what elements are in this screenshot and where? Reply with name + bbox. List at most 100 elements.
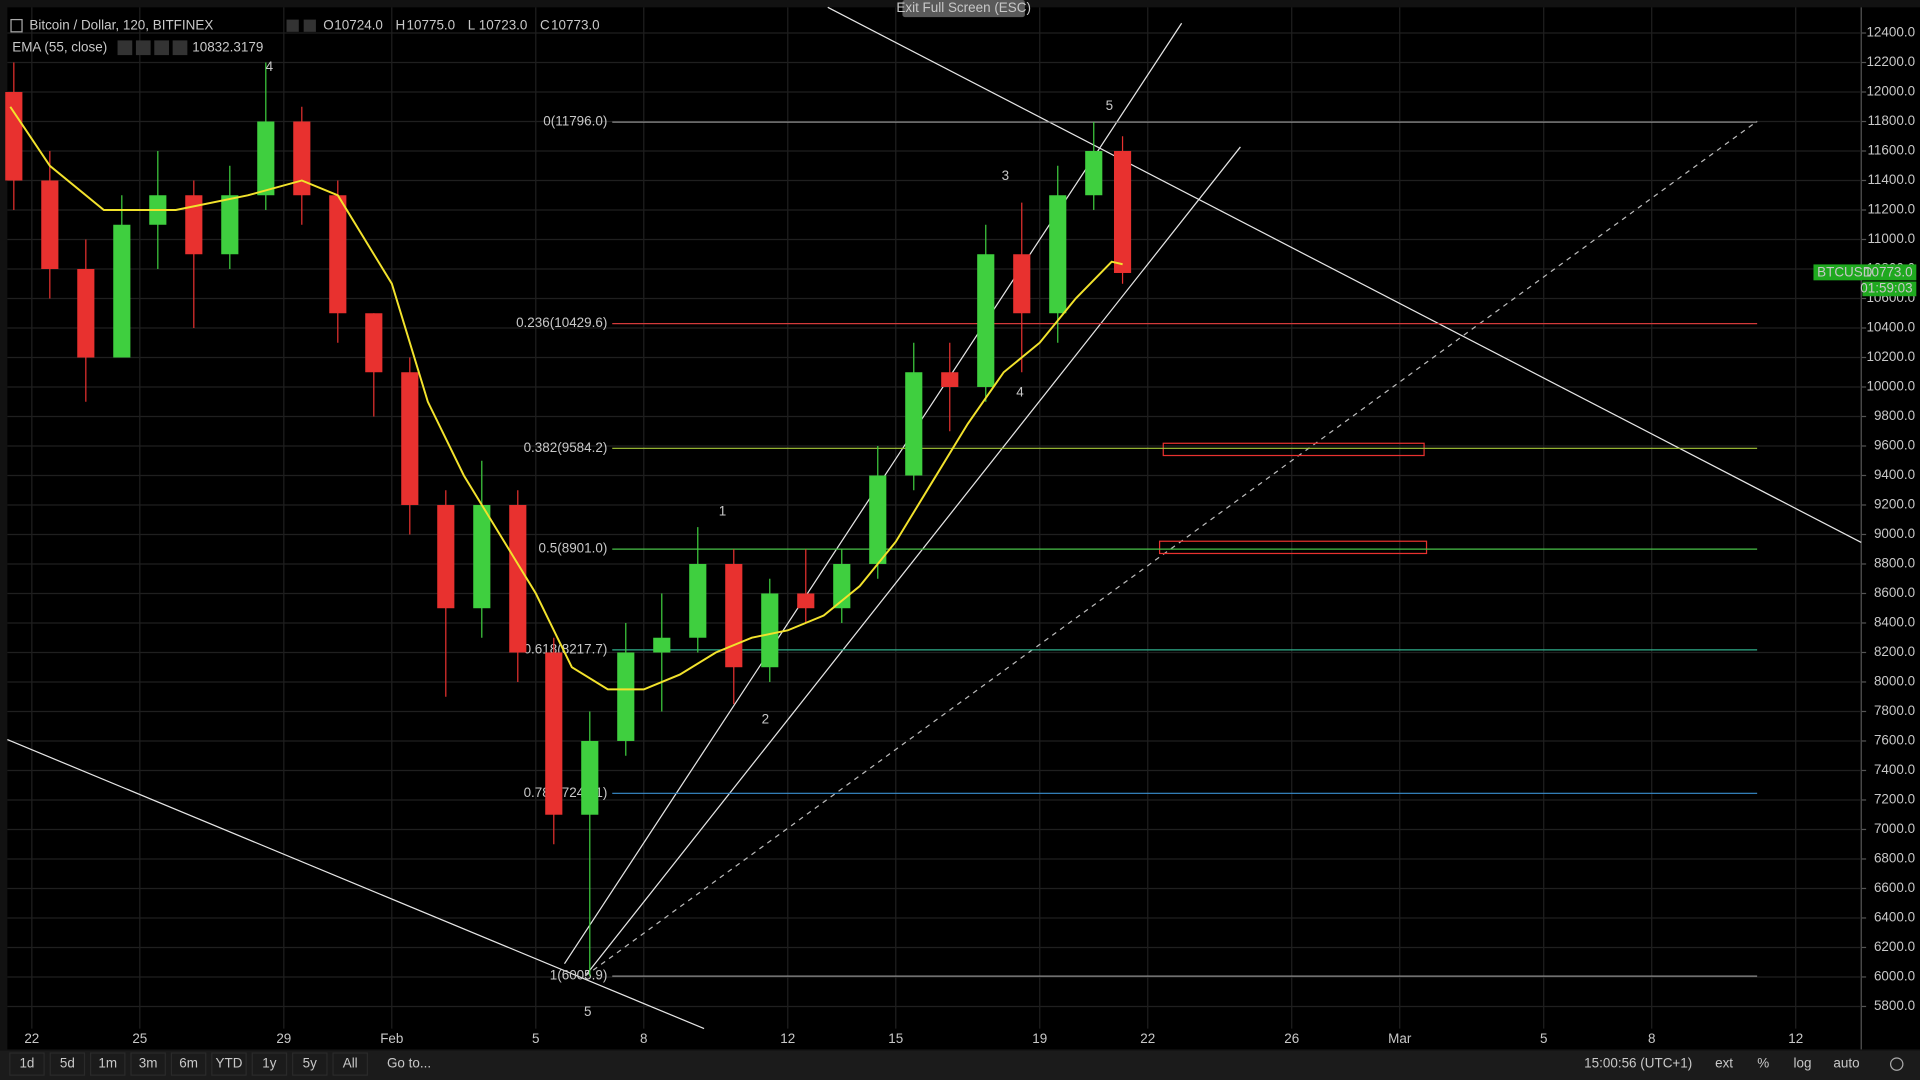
x-tick-label: Mar: [1388, 1031, 1412, 1046]
option-button[interactable]: ext: [1715, 1056, 1733, 1071]
wave-labels: 4 5 1 2 3 4 5: [266, 59, 1113, 1019]
indicator-value: 10832.3179: [192, 39, 263, 54]
icon[interactable]: [117, 40, 133, 56]
countdown: 01:59:03: [1860, 280, 1912, 295]
ohlc-key: L: [468, 17, 476, 32]
candle-body: [473, 504, 491, 609]
range-button-label: 5d: [60, 1056, 75, 1071]
icon[interactable]: [286, 19, 299, 32]
range-button[interactable]: [130, 1052, 166, 1076]
ohlc-key: C: [540, 17, 550, 32]
y-tick-label: 11600.0: [1867, 143, 1915, 158]
candle-body: [113, 224, 131, 358]
y-tick-label: 9800.0: [1874, 408, 1915, 423]
candle-body: [1085, 151, 1103, 196]
y-tick-label: 10000.0: [1866, 379, 1915, 394]
icon[interactable]: [172, 40, 188, 56]
price-tag-value: 10773.0: [1864, 265, 1913, 280]
option-button[interactable]: log: [1793, 1056, 1811, 1071]
indicator-name: EMA (55, close): [12, 39, 107, 54]
candle-body: [941, 372, 959, 387]
candle-body: [185, 195, 203, 255]
range-button-label: All: [343, 1056, 358, 1071]
price-tag-symbol: BTCUSD: [1817, 265, 1873, 280]
candle-body: [77, 269, 95, 358]
x-tick-label: 5: [1540, 1031, 1547, 1046]
y-tick-label: 8600.0: [1874, 585, 1915, 600]
range-button[interactable]: [211, 1052, 247, 1076]
wave-label: 5: [1106, 98, 1113, 113]
fibonacci: 0(11796.0) 0.236(10429.6) 0.382(9584.2) 0.5…: [516, 114, 1758, 983]
range-button[interactable]: [170, 1052, 207, 1076]
range-button[interactable]: [332, 1052, 368, 1076]
trend-line: [827, 6, 1862, 543]
y-tick-label: 11000.0: [1867, 231, 1915, 246]
candle-body: [617, 652, 635, 741]
range-button-label: 5y: [303, 1056, 317, 1071]
fib-label: 0.382(9584.2): [524, 440, 608, 455]
range-button-label: 1d: [19, 1056, 34, 1071]
icon[interactable]: [135, 40, 151, 56]
candle-body: [293, 121, 311, 196]
y-tick-label: 12000.0: [1866, 84, 1915, 99]
candle-body: [1113, 151, 1132, 273]
y-tick-label: 8800.0: [1874, 556, 1915, 571]
x-tick-label: Feb: [380, 1031, 403, 1046]
range-button[interactable]: [292, 1052, 328, 1076]
y-tick-label: 6000.0: [1874, 969, 1915, 984]
y-tick-label: 11400.0: [1867, 172, 1915, 187]
range-button-label: YTD: [216, 1056, 243, 1071]
x-tick-label: 8: [640, 1031, 647, 1046]
settings-icon[interactable]: [1890, 1057, 1904, 1071]
countdown-bg: [1862, 281, 1917, 297]
range-button-label: 1m: [98, 1056, 117, 1071]
candle-body: [545, 652, 563, 815]
wave-label: 1: [719, 503, 726, 518]
y-tick-label: 10400.0: [1866, 320, 1915, 335]
fib-label: 1(6005.9): [550, 968, 608, 983]
y-tick-label: 6400.0: [1874, 910, 1915, 925]
x-tick-label: 29: [276, 1031, 291, 1046]
candle-body: [869, 475, 887, 564]
x-tick-label: 19: [1032, 1031, 1047, 1046]
fib-label: 0.236(10429.6): [516, 315, 607, 330]
wave-label: 4: [266, 59, 274, 74]
y-tick-label: 9000.0: [1874, 526, 1915, 541]
exit-button[interactable]: [902, 0, 1025, 18]
channel-line: [584, 146, 1241, 977]
x-tick-label: 26: [1284, 1031, 1299, 1046]
y-tick-label: 7200.0: [1874, 792, 1915, 807]
option-button[interactable]: %: [1757, 1056, 1769, 1071]
trend-line: [7, 739, 705, 1030]
y-tick-label: 7000.0: [1874, 821, 1915, 836]
y-tick-label: 5800.0: [1874, 998, 1915, 1013]
ema-line: [9, 106, 1123, 691]
candle-body: [509, 504, 527, 653]
range-button[interactable]: [49, 1052, 86, 1076]
ohlc-key: H: [396, 17, 406, 32]
collapse-icon[interactable]: [10, 18, 23, 33]
range-button[interactable]: [251, 1052, 288, 1076]
y-tick-label: 9600.0: [1874, 438, 1915, 453]
x-tick-label: 25: [132, 1031, 147, 1046]
wave-label: 4: [1016, 385, 1024, 400]
candle-body: [437, 504, 455, 609]
clock: 15:00:56 (UTC+1): [1584, 1056, 1692, 1071]
icon[interactable]: [154, 40, 169, 56]
y-tick-label: 11200.0: [1867, 202, 1915, 217]
price-tag-bg: [1813, 264, 1917, 281]
range-button[interactable]: [9, 1052, 45, 1076]
candle-body: [761, 593, 779, 668]
candle-body: [221, 195, 239, 255]
y-tick-label: 7400.0: [1874, 762, 1915, 777]
wave-label: 5: [584, 1004, 591, 1019]
y-tick-label: 9200.0: [1874, 497, 1915, 512]
range-button[interactable]: [90, 1052, 126, 1076]
icon[interactable]: [303, 19, 316, 32]
candle-body: [905, 372, 923, 476]
option-button[interactable]: auto: [1833, 1056, 1859, 1071]
goto-button[interactable]: Go to...: [387, 1056, 431, 1071]
y-tick-label: 8400.0: [1874, 615, 1915, 630]
x-tick-label: 12: [1788, 1031, 1803, 1046]
